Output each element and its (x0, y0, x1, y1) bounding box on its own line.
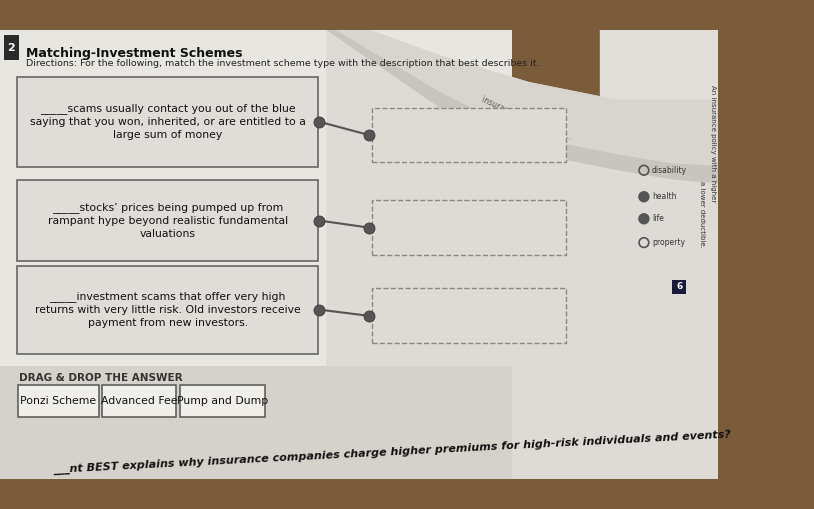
Text: _____stocks’ prices being pumped up from
rampant hype beyond realistic fundament: _____stocks’ prices being pumped up from… (47, 202, 287, 239)
FancyBboxPatch shape (17, 77, 318, 167)
Text: ___nt BEST explains why insurance companies charge higher premiums for high-risk: ___nt BEST explains why insurance compan… (53, 430, 732, 475)
Text: Advanced Fee: Advanced Fee (101, 397, 177, 406)
FancyBboxPatch shape (17, 180, 318, 261)
Text: life: life (652, 214, 663, 223)
FancyBboxPatch shape (103, 385, 177, 417)
Polygon shape (600, 30, 718, 479)
FancyBboxPatch shape (18, 385, 98, 417)
FancyBboxPatch shape (372, 200, 567, 255)
Text: Directions: For the following, match the investment scheme type with the descrip: Directions: For the following, match the… (27, 59, 540, 68)
Circle shape (639, 192, 649, 202)
Polygon shape (0, 30, 512, 479)
Text: _____investment scams that offer very high
returns with very little risk. Old in: _____investment scams that offer very hi… (35, 291, 300, 328)
Text: Ponzi Scheme: Ponzi Scheme (20, 397, 96, 406)
FancyBboxPatch shape (17, 266, 318, 354)
Text: seriously inj...: seriously inj... (521, 111, 573, 142)
Text: _____scams usually contact you out of the blue
saying that you won, inherited, o: _____scams usually contact you out of th… (29, 103, 305, 140)
Text: Matching-Investment Schemes: Matching-Investment Schemes (27, 47, 243, 60)
Text: insurance polic...: insurance polic... (480, 95, 543, 131)
Text: health: health (652, 192, 676, 201)
FancyBboxPatch shape (372, 289, 567, 343)
Text: Pump and Dump: Pump and Dump (177, 397, 268, 406)
Text: property: property (652, 238, 685, 247)
FancyBboxPatch shape (0, 30, 718, 479)
Polygon shape (326, 30, 718, 183)
FancyBboxPatch shape (180, 385, 265, 417)
Polygon shape (326, 30, 718, 183)
FancyBboxPatch shape (0, 366, 512, 479)
Text: An insurance policy with a higher: An insurance policy with a higher (710, 85, 716, 203)
FancyBboxPatch shape (672, 279, 686, 294)
Polygon shape (326, 30, 718, 479)
Text: 2: 2 (7, 43, 15, 52)
Text: DRAG & DROP THE ANSWER: DRAG & DROP THE ANSWER (20, 373, 183, 383)
FancyBboxPatch shape (372, 107, 567, 162)
FancyBboxPatch shape (4, 35, 19, 60)
Circle shape (639, 214, 649, 223)
Text: a lower deductible.: a lower deductible. (699, 181, 705, 248)
Text: disability: disability (652, 166, 687, 175)
Text: 6: 6 (676, 282, 682, 291)
